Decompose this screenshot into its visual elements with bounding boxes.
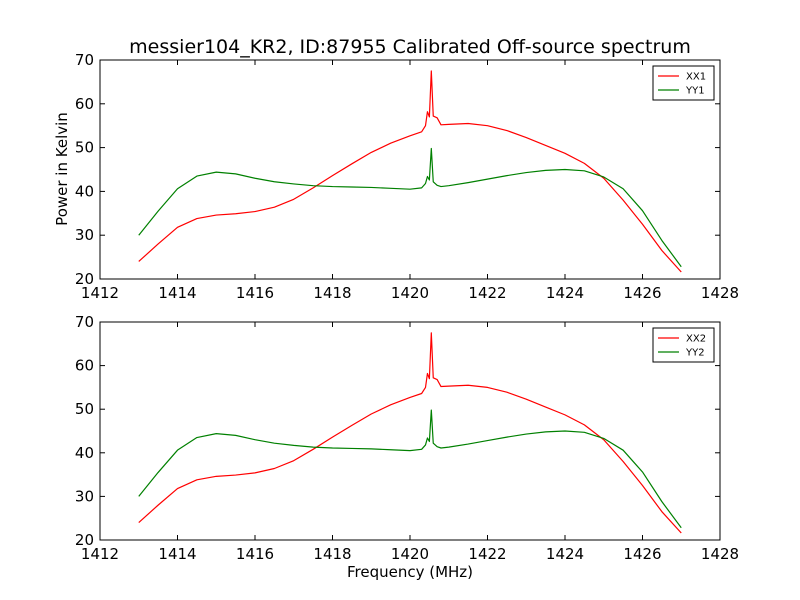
chart-title: messier104_KR2, ID:87955 Calibrated Off-… bbox=[129, 36, 691, 58]
x-tick-label: 1428 bbox=[701, 545, 739, 563]
x-tick-label: 1414 bbox=[158, 284, 196, 302]
x-tick-label: 1420 bbox=[391, 545, 429, 563]
x-tick-label: 1418 bbox=[313, 545, 351, 563]
series-line-yy1 bbox=[138, 147, 682, 268]
legend-label-xx2: XX2 bbox=[686, 334, 706, 345]
y-tick-label: 40 bbox=[75, 444, 94, 462]
y-tick-label: 20 bbox=[75, 531, 94, 549]
x-tick-label: 1426 bbox=[623, 284, 661, 302]
y-tick-label: 70 bbox=[75, 51, 94, 69]
y-tick-label: 70 bbox=[75, 313, 94, 331]
x-tick-label: 1416 bbox=[236, 284, 274, 302]
y-tick-label: 60 bbox=[75, 95, 94, 113]
axes-frame bbox=[99, 321, 721, 541]
x-tick-label: 1414 bbox=[158, 545, 196, 563]
y-tick-label: 60 bbox=[75, 357, 94, 375]
x-tick-label: 1426 bbox=[623, 545, 661, 563]
x-tick-label: 1428 bbox=[701, 284, 739, 302]
axes-frame bbox=[99, 59, 721, 280]
series-line-xx2 bbox=[138, 332, 682, 534]
series-line-xx1 bbox=[138, 70, 682, 273]
y-tick-label: 50 bbox=[75, 400, 94, 418]
x-tick-label: 1422 bbox=[468, 284, 506, 302]
x-tick-label: 1420 bbox=[391, 284, 429, 302]
x-tick-label: 1412 bbox=[81, 284, 119, 302]
legend-box bbox=[652, 327, 715, 363]
x-tick-label: 1418 bbox=[313, 284, 351, 302]
legend-box bbox=[652, 65, 715, 101]
x-tick-label: 1422 bbox=[468, 545, 506, 563]
x-tick-label: 1412 bbox=[81, 545, 119, 563]
y-tick-label: 30 bbox=[75, 226, 94, 244]
x-tick-label: 1424 bbox=[546, 284, 584, 302]
y-axis-label-top: Power in Kelvin bbox=[53, 112, 71, 226]
bottom-panel: 1412 1414 1416 1418 1420 1422 1424 1426 1428 20 30… bbox=[75, 313, 739, 563]
x-tick-label: 1416 bbox=[236, 545, 274, 563]
y-tick-label: 50 bbox=[75, 139, 94, 157]
top-panel: 1412 1414 1416 1418 1420 1422 1424 1426 1428 20 30… bbox=[75, 51, 739, 302]
legend-label-yy2: YY2 bbox=[685, 348, 705, 359]
x-axis-label-bottom: Frequency (MHz) bbox=[347, 563, 473, 581]
y-tick-label: 30 bbox=[75, 487, 94, 505]
legend-label-xx1: XX1 bbox=[686, 72, 706, 83]
series-line-yy2 bbox=[138, 409, 682, 529]
legend-label-yy1: YY1 bbox=[685, 86, 705, 97]
y-tick-label: 40 bbox=[75, 182, 94, 200]
x-tick-label: 1424 bbox=[546, 545, 584, 563]
y-tick-label: 20 bbox=[75, 270, 94, 288]
